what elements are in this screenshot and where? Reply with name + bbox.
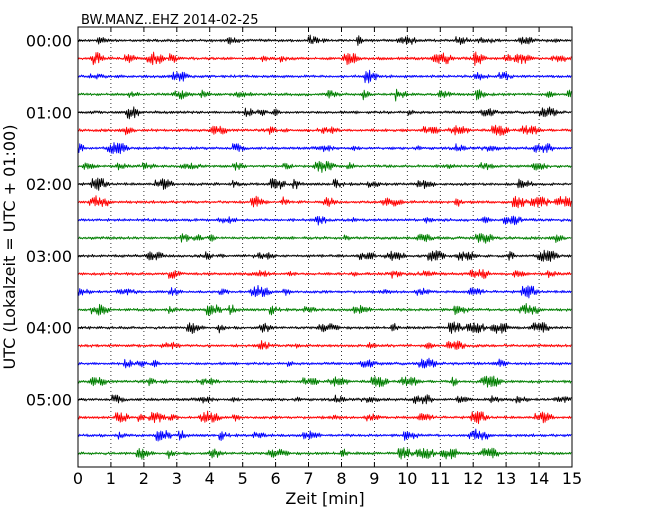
trace-line-18 xyxy=(77,340,572,351)
trace-line-14 xyxy=(77,269,572,280)
x-tick-label: 14 xyxy=(529,469,549,488)
trace-line-19 xyxy=(77,357,572,369)
x-tick-label: 11 xyxy=(430,469,450,488)
x-tick-label: 12 xyxy=(463,469,483,488)
trace-line-9 xyxy=(77,177,572,191)
x-tick-label: 9 xyxy=(369,469,379,488)
trace-line-20 xyxy=(77,375,572,388)
trace-line-12 xyxy=(77,233,572,244)
x-tick-label: 15 xyxy=(562,469,582,488)
x-tick-label: 0 xyxy=(73,469,83,488)
plot-frame xyxy=(77,26,573,468)
y-tick-label: 02:00 xyxy=(26,175,72,194)
x-tick-label: 7 xyxy=(303,469,313,488)
trace-line-17 xyxy=(77,321,572,335)
trace-line-5 xyxy=(77,106,572,120)
y-tick-label: 04:00 xyxy=(26,319,72,338)
y-tick-label: 01:00 xyxy=(26,103,72,122)
trace-line-16 xyxy=(77,302,572,316)
x-tick-label: 2 xyxy=(139,469,149,488)
y-tick-label: 03:00 xyxy=(26,247,72,266)
trace-line-21 xyxy=(77,394,572,405)
trace-line-1 xyxy=(77,34,572,46)
chart-title: BW.MANZ..EHZ 2014-02-25 xyxy=(81,13,259,28)
trace-line-3 xyxy=(77,69,572,84)
trace-line-15 xyxy=(77,284,572,299)
x-tick-label: 13 xyxy=(496,469,516,488)
trace-line-8 xyxy=(77,160,572,173)
x-tick-label: 4 xyxy=(205,469,215,488)
trace-line-24 xyxy=(77,447,572,460)
trace-line-2 xyxy=(77,51,572,66)
x-axis-ticks: 0 1 2 3 4 5 6 7 8 9 10 11 12 13 14 15 xyxy=(73,27,582,488)
trace-line-11 xyxy=(77,215,572,226)
trace-lines xyxy=(77,34,572,460)
trace-line-22 xyxy=(77,410,572,425)
x-tick-label: 5 xyxy=(238,469,248,488)
x-tick-label: 8 xyxy=(336,469,346,488)
trace-line-10 xyxy=(77,195,572,209)
minute-grid xyxy=(110,27,540,467)
trace-line-7 xyxy=(77,142,572,155)
trace-line-4 xyxy=(77,88,572,102)
x-tick-label: 6 xyxy=(271,469,281,488)
y-tick-label: 05:00 xyxy=(26,391,72,410)
x-tick-label: 3 xyxy=(172,469,182,488)
x-axis-label: Zeit [min] xyxy=(285,489,364,508)
y-axis-label: UTC (Lokalzeit = UTC + 01:00) xyxy=(0,125,19,370)
x-tick-label: 1 xyxy=(106,469,116,488)
y-tick-label: 00:00 xyxy=(26,32,72,51)
trace-line-13 xyxy=(77,249,572,262)
trace-line-23 xyxy=(77,428,572,442)
y-axis-ticks: 00:00 01:00 02:00 03:00 04:00 05:00 xyxy=(26,32,83,410)
trace-line-6 xyxy=(77,124,572,137)
x-tick-label: 10 xyxy=(397,469,417,488)
